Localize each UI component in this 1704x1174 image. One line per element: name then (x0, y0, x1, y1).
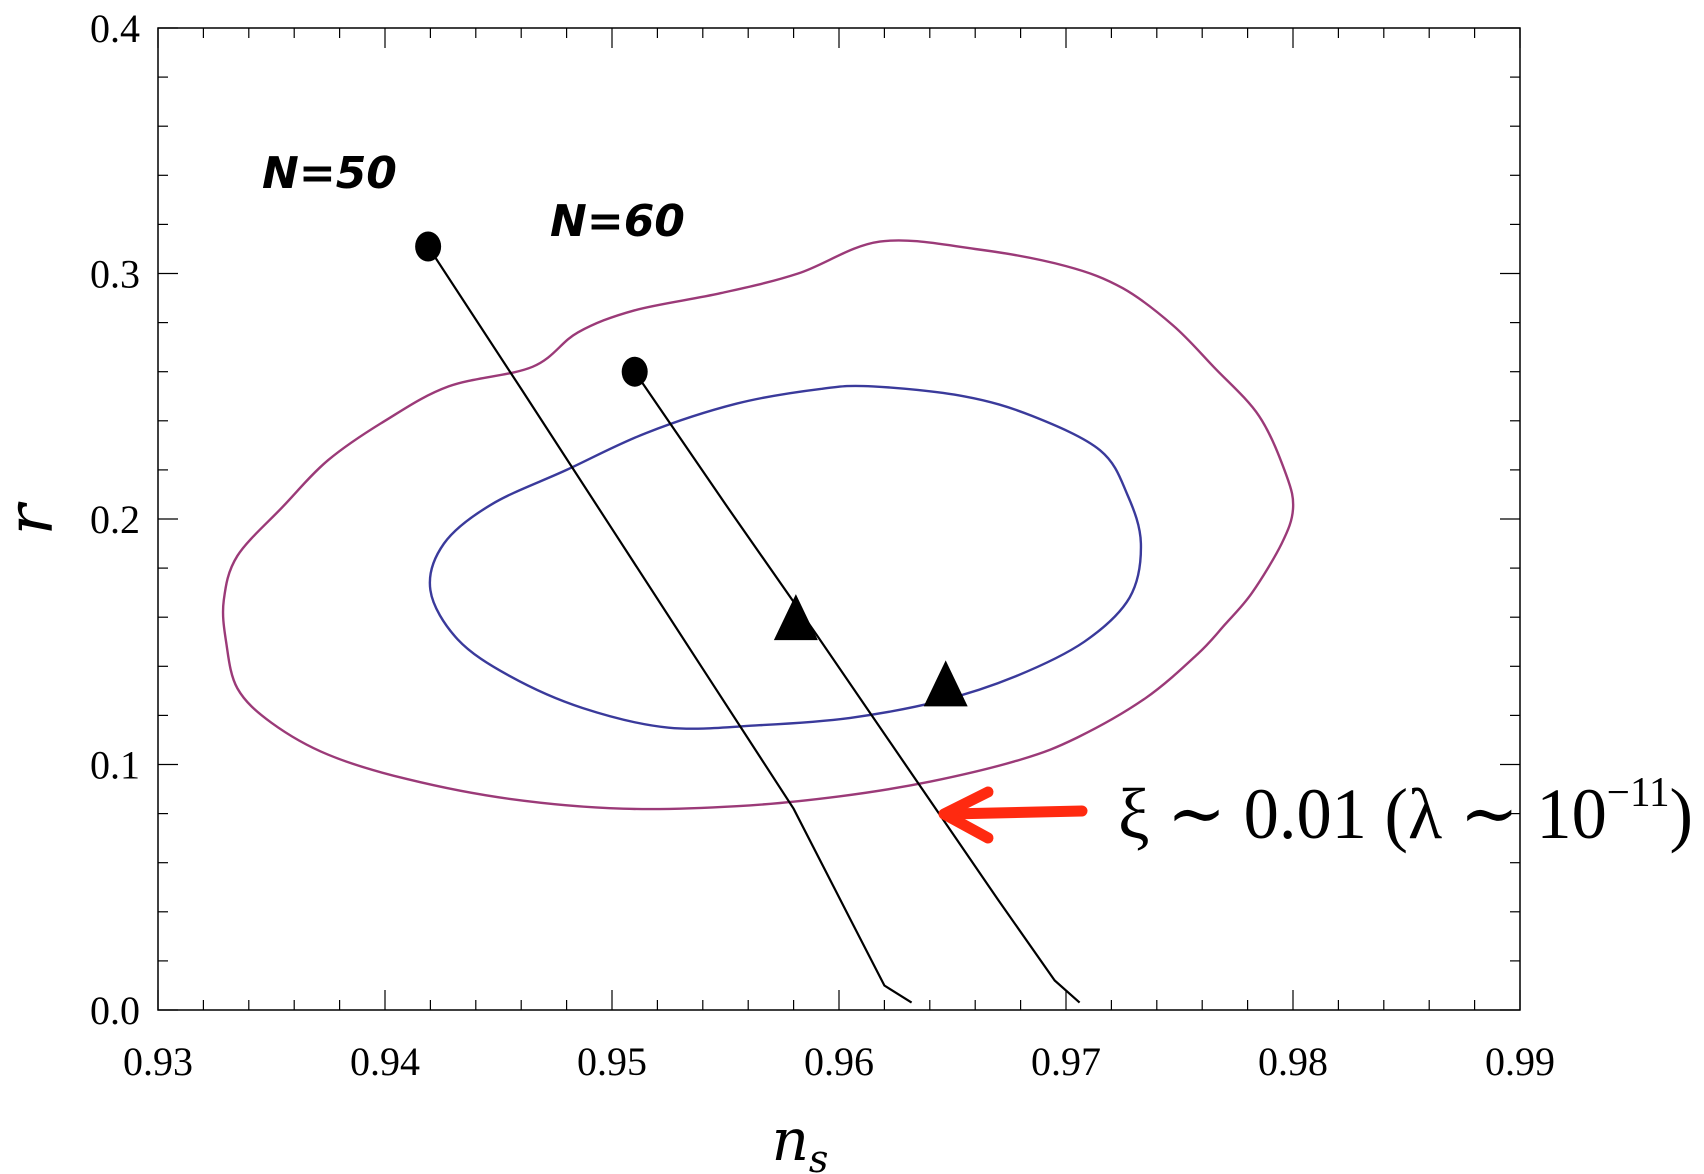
x-tick-label: 0.98 (1258, 1039, 1328, 1084)
x-axis-title-main: n (772, 1106, 809, 1174)
series-label-n-50: N=50 (262, 148, 397, 199)
y-tick-labels: 0.0 0.1 0.2 0.3 0.4 (90, 6, 140, 1033)
x-tick-label: 0.99 (1485, 1039, 1555, 1084)
y-tick-label: 0.3 (90, 252, 140, 297)
annotation-text: ξ ∼ 0.01 (λ ∼ 10−11) (1118, 770, 1693, 854)
annotation-text-main: ξ ∼ 0.01 (λ ∼ 10 (1118, 774, 1607, 854)
start-point-n-60 (621, 356, 648, 387)
x-tick-labels: 0.93 0.94 0.95 0.96 0.97 0.98 0.99 (123, 1039, 1555, 1084)
annotation-arrow-shaft (944, 805, 1088, 820)
ticks (157, 27, 1521, 1011)
markers (415, 231, 968, 707)
start-point-n-50 (415, 231, 442, 262)
series-label-n-60: N=60 (550, 196, 685, 247)
x-tick-label: 0.93 (123, 1039, 193, 1084)
x-tick-label: 0.95 (577, 1039, 647, 1084)
y-tick-label: 0.4 (90, 6, 140, 51)
x-tick-label: 0.96 (804, 1039, 874, 1084)
triangle-marker (773, 594, 818, 641)
x-axis-title: ns (772, 1106, 829, 1174)
trajectory-n-60 (633, 371, 1081, 1004)
x-tick-label: 0.94 (350, 1039, 420, 1084)
contours (221, 239, 1295, 811)
y-tick-label: 0.1 (90, 743, 140, 788)
y-tick-label: 0.0 (90, 988, 140, 1033)
annotation: ξ ∼ 0.01 (λ ∼ 10−11) (938, 770, 1693, 854)
contour-inner (428, 384, 1143, 730)
annotation-text-close: ) (1670, 774, 1693, 854)
annotation-text-superscript: −11 (1607, 770, 1670, 816)
contour-outer (221, 239, 1295, 811)
triangle-marker (923, 660, 968, 707)
trajectories (427, 245, 1081, 1004)
y-tick-label: 0.2 (90, 497, 140, 542)
trajectory-n-50 (427, 245, 913, 1004)
series-labels: N=50 N=60 (262, 148, 685, 247)
y-axis-title: r (0, 501, 68, 535)
x-tick-label: 0.97 (1031, 1039, 1101, 1084)
annotation-arrow-head (938, 786, 994, 844)
x-axis-title-subscript: s (809, 1137, 829, 1174)
